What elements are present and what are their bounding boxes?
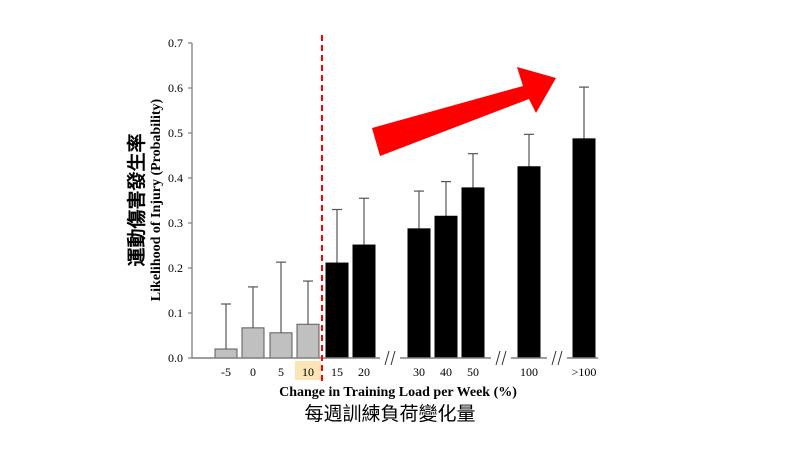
axis-break-icon xyxy=(384,350,390,366)
bar-20 xyxy=(352,197,376,359)
bar-30 xyxy=(407,190,431,359)
x-axis-label-zh: 每週訓練負荷變化量 xyxy=(304,403,475,425)
axis-break-icon xyxy=(501,350,507,366)
bar-10 xyxy=(296,280,320,359)
x-tick-label: 40 xyxy=(440,365,452,379)
bar-rect xyxy=(269,332,293,359)
bar-rect xyxy=(296,323,320,359)
bar-rect xyxy=(241,327,265,359)
x-tick-label: 30 xyxy=(413,365,425,379)
trend-arrow-icon xyxy=(372,67,556,156)
x-tick-label: 50 xyxy=(467,365,479,379)
bar-rect xyxy=(352,244,376,359)
x-tick-label: 15 xyxy=(331,365,343,379)
y-tick-label: 0.2 xyxy=(168,261,183,275)
axis-break-icon xyxy=(551,350,557,366)
bar-rect xyxy=(572,138,596,359)
x-tick-label: -5 xyxy=(221,365,231,379)
bars-group xyxy=(214,86,596,359)
y-tick-label: 0.6 xyxy=(168,81,183,95)
bar-15 xyxy=(325,208,349,359)
bar-rect xyxy=(325,262,349,359)
y-axis-label-zh: 運動傷害發生率 xyxy=(125,133,148,266)
highlight-10-label xyxy=(295,361,321,380)
y-tick-label: 0.5 xyxy=(168,126,183,140)
bar-rect xyxy=(214,348,238,359)
axis-break-icon xyxy=(557,350,563,366)
x-tick-label: 20 xyxy=(358,365,370,379)
y-tick-label: 0.0 xyxy=(168,351,183,365)
x-tick-label: 100 xyxy=(520,365,538,379)
y-axis-label: Likelihood of Injury (Probability) xyxy=(149,98,164,301)
bar-rect xyxy=(517,166,541,359)
y-tick-label: 0.4 xyxy=(168,171,183,185)
bar-50 xyxy=(461,153,485,359)
bar-rect xyxy=(461,187,485,359)
x-tick-labels: -5 0 5 10 15 20 30 40 50 100 >100 xyxy=(221,365,596,379)
x-axis-label: Change in Training Load per Week (%) xyxy=(279,385,517,400)
bar-40 xyxy=(434,181,458,359)
y-tick-label: 0.3 xyxy=(168,216,183,230)
x-tick-label: 10 xyxy=(302,365,314,379)
bar-0 xyxy=(241,286,265,359)
x-tick-label: 0 xyxy=(250,365,256,379)
bar-rect xyxy=(407,228,431,359)
axis-break-icon xyxy=(495,350,501,366)
bar--5 xyxy=(214,303,238,359)
bar-5 xyxy=(269,261,293,359)
bar-100 xyxy=(517,133,541,359)
bar-rect xyxy=(434,215,458,359)
x-tick-label: >100 xyxy=(572,365,597,379)
x-tick-label: 5 xyxy=(278,365,284,379)
bar->100 xyxy=(572,86,596,359)
y-tick-label: 0.1 xyxy=(168,306,183,320)
x-axis xyxy=(192,350,598,366)
axis-break-icon xyxy=(390,350,396,366)
y-tick-label: 0.7 xyxy=(168,36,183,50)
y-ticks: 0.0 0.1 0.2 0.3 0.4 0.5 0.6 0.7 xyxy=(168,36,192,365)
